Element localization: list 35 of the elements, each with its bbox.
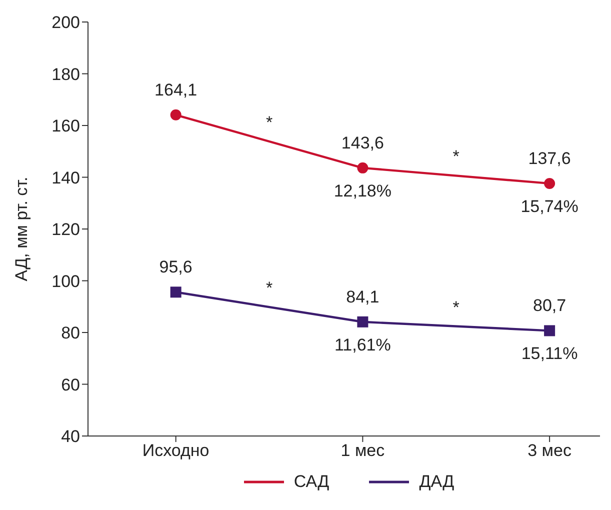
point xyxy=(544,178,556,189)
x-tick-label: Исходно xyxy=(142,441,210,460)
data-label: 84,1 xyxy=(346,287,380,306)
annotation: * xyxy=(452,147,460,166)
annotation: * xyxy=(266,278,273,298)
y-tick-label: 200 xyxy=(52,13,80,32)
point xyxy=(357,162,368,174)
annotation: 11,61% xyxy=(334,335,391,354)
data-label: 164,1 xyxy=(154,80,198,100)
y-tick-label: 160 xyxy=(52,116,80,136)
annotation: * xyxy=(452,298,460,317)
x-tick-label: 1 мес xyxy=(340,441,386,460)
annotation: 12,18% xyxy=(334,181,392,200)
data-label: 95,6 xyxy=(159,258,192,277)
annotation: * xyxy=(266,112,273,132)
y-tick-label: 80 xyxy=(61,324,80,343)
data-label: 143,6 xyxy=(341,133,384,152)
y-tick-label: 100 xyxy=(52,272,80,291)
y-tick-label: 140 xyxy=(52,168,80,188)
y-tick-label: 120 xyxy=(52,220,80,240)
legend-label: САД xyxy=(292,472,330,492)
point xyxy=(357,316,368,328)
y-tick-label: 180 xyxy=(52,64,80,84)
y-axis-title: АД, мм рт. ст. xyxy=(12,176,32,282)
legend-label: ДАД xyxy=(418,472,454,492)
point xyxy=(170,286,182,298)
point xyxy=(544,325,556,336)
x-tick-label: 3 мес xyxy=(528,441,572,460)
y-tick-label: 40 xyxy=(61,427,80,446)
point xyxy=(170,109,182,120)
data-label: 137,6 xyxy=(528,148,571,168)
y-tick-label: 60 xyxy=(61,375,80,394)
data-label: 80,7 xyxy=(533,296,566,316)
annotation: 15,74% xyxy=(520,196,578,216)
annotation: 15,11% xyxy=(521,344,578,364)
